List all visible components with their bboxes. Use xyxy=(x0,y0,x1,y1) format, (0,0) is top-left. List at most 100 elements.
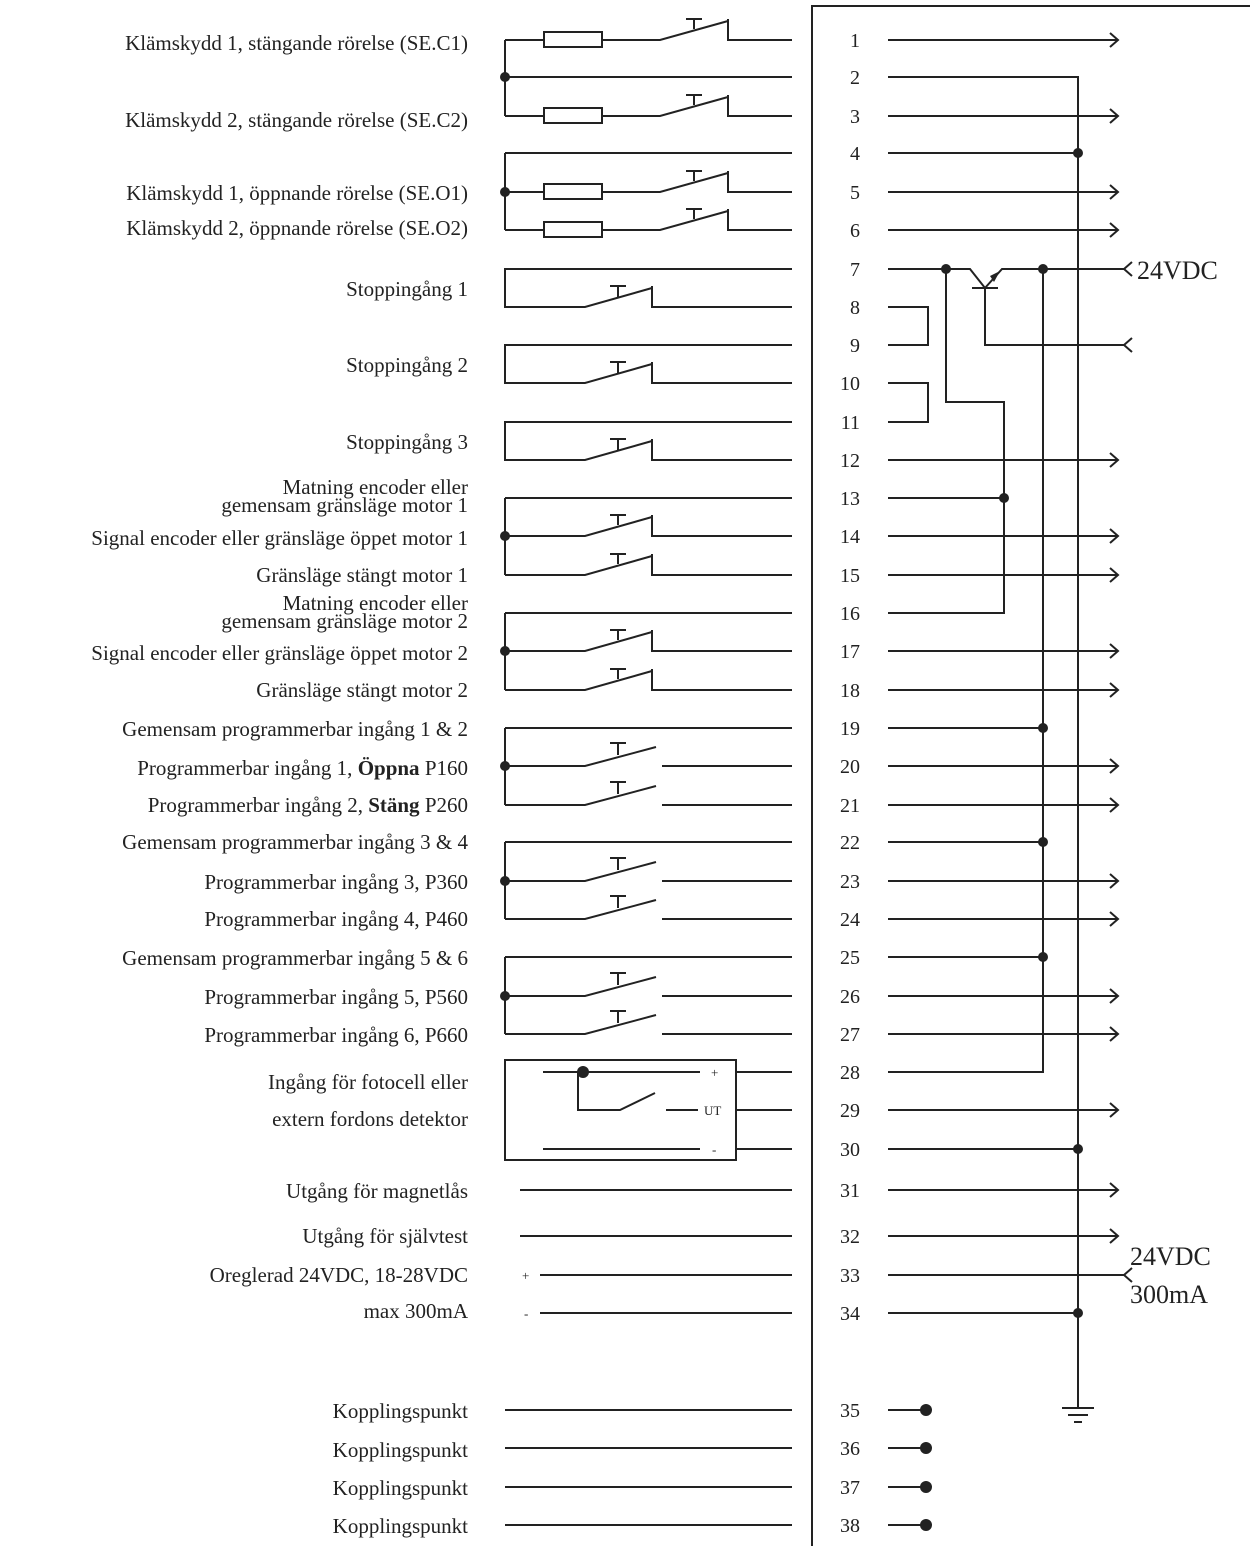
label-input-6: Programmerbar ingång 6, P660 xyxy=(204,1023,468,1047)
label-m1-supply-a: Matning encoder eller xyxy=(283,475,468,499)
label-unreg-b: max 300mA xyxy=(364,1299,469,1323)
stop-inputs xyxy=(504,268,792,461)
node-motor1 xyxy=(500,531,510,541)
terminal-7: 7 xyxy=(850,259,860,281)
label-junction-3: Kopplingspunkt xyxy=(333,1476,469,1500)
terminal-31: 31 xyxy=(840,1180,860,1202)
label-input-1: Programmerbar ingång 1, Öppna P160 xyxy=(137,756,468,780)
motor1-encoder xyxy=(504,497,792,576)
terminal-38: 38 xyxy=(840,1515,860,1537)
photocell-minus: - xyxy=(712,1142,716,1157)
terminal-9: 9 xyxy=(850,335,860,357)
photocell-box xyxy=(504,1059,792,1161)
label-m1-supply-b: gemensam gränsläge motor 1 xyxy=(221,493,468,517)
terminal-5: 5 xyxy=(850,182,860,204)
terminal-26: 26 xyxy=(840,986,860,1008)
programmable-inputs xyxy=(504,727,792,1035)
label-m1-signal: Signal encoder eller gränsläge öppet mot… xyxy=(91,526,468,550)
outputs-left xyxy=(505,1189,792,1526)
label-common-12: Gemensam programmerbar ingång 1 & 2 xyxy=(122,717,468,741)
label-common-56: Gemensam programmerbar ingång 5 & 6 xyxy=(122,946,468,970)
label-junction-2: Kopplingspunkt xyxy=(333,1438,469,1462)
label-maglock: Utgång för magnetlås xyxy=(286,1179,468,1203)
terminal-2: 2 xyxy=(850,67,860,89)
terminal-numbers: 1234567891011121314151617181920212223242… xyxy=(840,30,860,1537)
terminal-30: 30 xyxy=(840,1139,860,1161)
terminal-11: 11 xyxy=(841,412,860,434)
terminal-32: 32 xyxy=(840,1226,860,1248)
label-selftest: Utgång för självtest xyxy=(302,1224,468,1248)
label-se-c2: Klämskydd 2, stängande rörelse (SE.C2) xyxy=(125,108,468,132)
terminal-20: 20 xyxy=(840,756,860,778)
label-se-c1: Klämskydd 1, stängande rörelse (SE.C1) xyxy=(125,31,468,55)
node-in34 xyxy=(500,876,510,886)
internal-nodes xyxy=(920,148,1083,1531)
terminal-28: 28 xyxy=(840,1062,860,1084)
terminal-29: 29 xyxy=(840,1100,860,1122)
terminal-23: 23 xyxy=(840,871,860,893)
label-300ma-output: 300mA xyxy=(1130,1280,1208,1309)
label-photocell-b: extern fordons detektor xyxy=(272,1107,468,1131)
node-in56 xyxy=(500,991,510,1001)
label-input-5: Programmerbar ingång 5, P560 xyxy=(204,985,468,1009)
terminal-22: 22 xyxy=(840,832,860,854)
label-stop2: Stoppingång 2 xyxy=(346,353,468,377)
motor2-encoder xyxy=(504,612,792,691)
label-m2-supply-a: Matning encoder eller xyxy=(283,591,468,615)
terminal-37: 37 xyxy=(840,1477,860,1499)
terminal-13: 13 xyxy=(840,488,860,510)
photocell-out: UT xyxy=(704,1103,721,1118)
terminal-8: 8 xyxy=(850,297,860,319)
node-motor2 xyxy=(500,646,510,656)
clamp-guard-opening xyxy=(504,152,792,238)
label-m2-closed: Gränsläge stängt motor 2 xyxy=(256,678,468,702)
supply-plus: + xyxy=(522,1268,529,1283)
terminal-36: 36 xyxy=(840,1438,860,1460)
label-junction-4: Kopplingspunkt xyxy=(333,1514,469,1538)
left-labels: Klämskydd 1, stängande rörelse (SE.C1) K… xyxy=(91,31,469,1538)
internal-wiring xyxy=(888,32,1133,1526)
node-in12 xyxy=(500,761,510,771)
label-m1-closed: Gränsläge stängt motor 1 xyxy=(256,563,468,587)
node-photocell xyxy=(577,1066,589,1078)
label-common-34: Gemensam programmerbar ingång 3 & 4 xyxy=(122,830,468,854)
label-photocell-a: Ingång för fotocell eller xyxy=(268,1070,468,1094)
terminal-15: 15 xyxy=(840,565,860,587)
terminal-3: 3 xyxy=(850,106,860,128)
terminal-14: 14 xyxy=(840,526,860,548)
label-input-4: Programmerbar ingång 4, P460 xyxy=(204,907,468,931)
terminal-27: 27 xyxy=(840,1024,860,1046)
terminal-21: 21 xyxy=(840,795,860,817)
label-m2-supply-b: gemensam gränsläge motor 2 xyxy=(221,609,468,633)
terminal-17: 17 xyxy=(840,641,860,663)
photocell-plus: + xyxy=(711,1065,718,1080)
terminal-34: 34 xyxy=(840,1303,860,1325)
terminal-4: 4 xyxy=(850,143,860,165)
node-se-opening xyxy=(500,187,510,197)
label-input-2: Programmerbar ingång 2, Stäng P260 xyxy=(148,793,468,817)
label-se-o1: Klämskydd 1, öppnande rörelse (SE.O1) xyxy=(126,181,468,205)
node-se-closing xyxy=(500,72,510,82)
label-unreg-a: Oreglerad 24VDC, 18-28VDC xyxy=(210,1263,468,1287)
supply-minus: - xyxy=(524,1306,528,1321)
label-input-3: Programmerbar ingång 3, P360 xyxy=(204,870,468,894)
label-stop1: Stoppingång 1 xyxy=(346,277,468,301)
label-stop3: Stoppingång 3 xyxy=(346,430,468,454)
terminal-25: 25 xyxy=(840,947,860,969)
terminal-1: 1 xyxy=(850,30,860,52)
terminal-19: 19 xyxy=(840,718,860,740)
controller-box-border xyxy=(811,5,1250,1546)
terminal-35: 35 xyxy=(840,1400,860,1422)
terminal-6: 6 xyxy=(850,220,860,242)
label-24vdc-supply: 24VDC xyxy=(1137,256,1218,285)
label-m2-signal: Signal encoder eller gränsläge öppet mot… xyxy=(91,641,468,665)
terminal-12: 12 xyxy=(840,450,860,472)
clamp-guard-closing xyxy=(504,18,792,124)
terminal-33: 33 xyxy=(840,1265,860,1287)
terminal-10: 10 xyxy=(840,373,860,395)
terminal-18: 18 xyxy=(840,680,860,702)
label-24vdc-output: 24VDC xyxy=(1130,1242,1211,1271)
terminal-16: 16 xyxy=(840,603,860,625)
label-junction-1: Kopplingspunkt xyxy=(333,1399,469,1423)
terminal-24: 24 xyxy=(840,909,860,931)
